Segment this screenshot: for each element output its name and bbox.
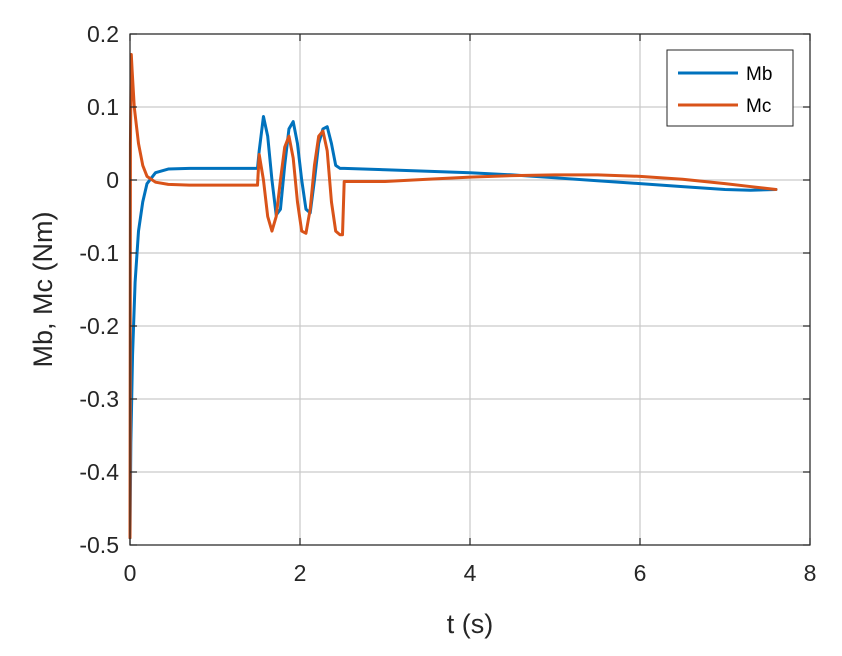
- legend-label-mc: Mc: [746, 96, 771, 117]
- y-axis-ticks: 0.2 0.1 0 -0.1 -0.2 -0.3 -0.4 -0.5: [79, 21, 810, 558]
- y-tick-label: -0.5: [79, 532, 119, 558]
- y-tick-label: 0.2: [87, 21, 119, 47]
- series-line-mc: [128, 52, 778, 540]
- x-axis-title: t (s): [447, 609, 494, 639]
- y-tick-label: -0.4: [79, 459, 119, 485]
- series-layer: [128, 52, 778, 540]
- y-tick-label: 0: [106, 167, 119, 193]
- x-tick-label: 6: [634, 560, 647, 586]
- y-tick-label: -0.2: [79, 313, 119, 339]
- y-tick-label: 0.1: [87, 94, 119, 120]
- x-tick-label: 8: [804, 560, 817, 586]
- y-tick-label: -0.1: [79, 240, 119, 266]
- legend-box: [666, 49, 794, 127]
- x-tick-label: 2: [294, 560, 307, 586]
- legend: Mb Mc: [666, 49, 794, 127]
- y-tick-label: -0.3: [79, 386, 119, 412]
- y-axis-title: Mb, Mc (Nm): [28, 212, 58, 368]
- x-tick-label: 4: [464, 560, 477, 586]
- series-line-mb: [128, 114, 778, 540]
- x-axis-ticks: 0 2 4 6 8: [124, 34, 817, 586]
- legend-label-mb: Mb: [746, 64, 772, 85]
- x-tick-label: 0: [124, 560, 137, 586]
